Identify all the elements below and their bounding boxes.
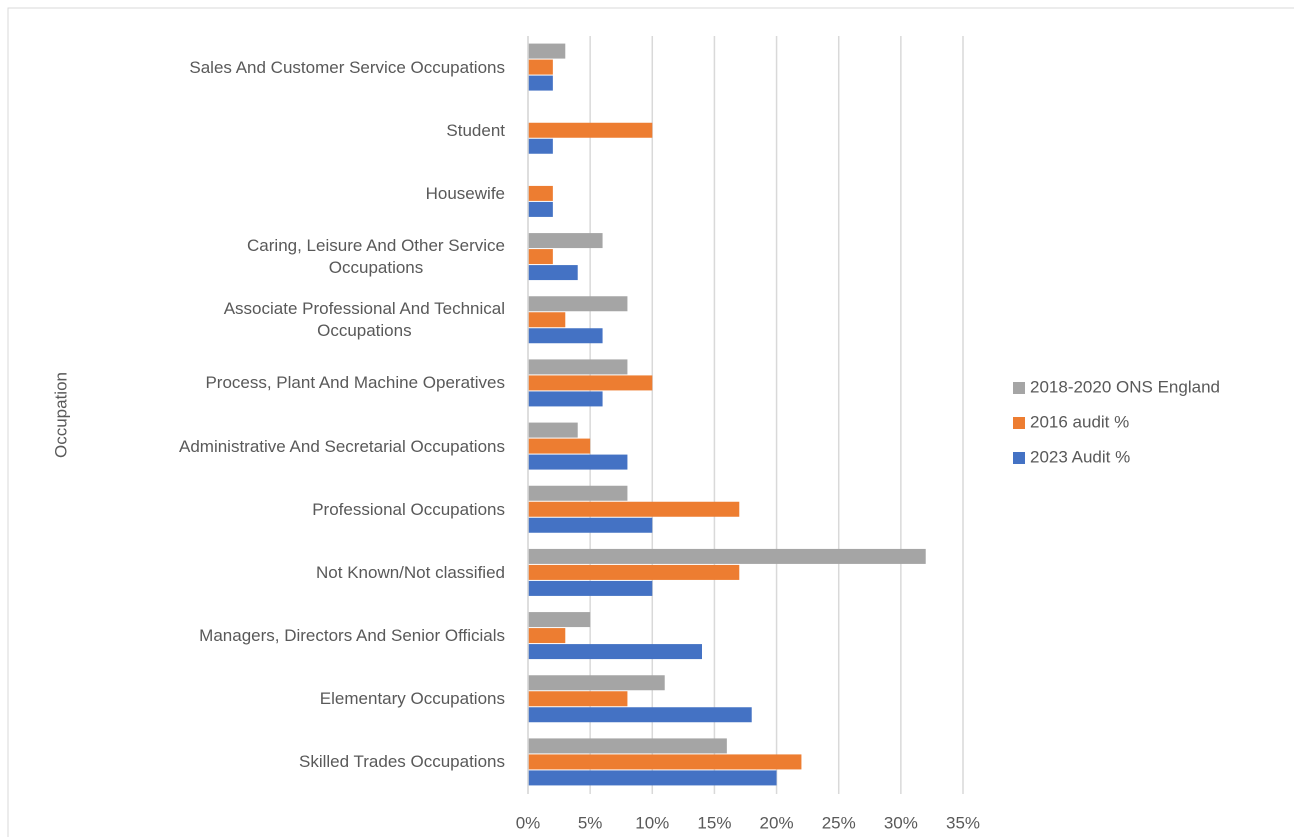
y-tick-label: Student (446, 120, 505, 140)
y-tick-label: Managers, Directors And Senior Officials (199, 626, 505, 646)
y-tick-label-box: Professional Occupations (35, 499, 505, 521)
legend-label: 2018-2020 ONS England (1030, 377, 1220, 396)
bar (528, 201, 553, 217)
bar (528, 296, 628, 312)
legend-swatch (1013, 452, 1025, 464)
y-tick-label-box: Managers, Directors And Senior Officials (35, 625, 505, 647)
bar (528, 391, 603, 407)
x-tick-label: 5% (578, 813, 603, 832)
y-tick-label: Process, Plant And Machine Operatives (205, 373, 505, 393)
legend-label: 2016 audit % (1030, 412, 1129, 431)
x-tick-label: 0% (516, 813, 541, 832)
bar (528, 628, 566, 644)
y-tick-label-box: Caring, Leisure And Other Service Occupa… (35, 235, 505, 279)
bar (528, 359, 628, 375)
bar (528, 185, 553, 201)
y-tick-label: Elementary Occupations (319, 689, 505, 709)
y-tick-label-box: Process, Plant And Machine Operatives (35, 372, 505, 394)
bar (528, 517, 653, 533)
bar (528, 644, 702, 660)
bar (528, 564, 740, 580)
bar (528, 312, 566, 328)
y-tick-label-box: Student (35, 120, 505, 142)
bar (528, 501, 740, 517)
y-tick-label: Administrative And Secretarial Occupatio… (179, 436, 505, 456)
bar (528, 580, 653, 596)
legend-label: 2023 Audit % (1030, 447, 1130, 466)
bar (528, 691, 628, 707)
bar (528, 138, 553, 154)
bar (528, 675, 665, 691)
bar (528, 454, 628, 470)
x-tick-label: 10% (635, 813, 669, 832)
bar (528, 249, 553, 265)
bar (528, 612, 591, 628)
bar (528, 738, 727, 754)
legend-swatch (1013, 417, 1025, 429)
bar (528, 375, 653, 391)
bar (528, 438, 591, 454)
chart-frame (7, 7, 1294, 837)
x-tick-label: 25% (822, 813, 856, 832)
y-tick-label-box: Not Known/Not classified (35, 562, 505, 584)
bar (528, 754, 802, 770)
y-tick-label: Housewife (425, 183, 505, 203)
bar (528, 770, 777, 786)
x-tick-label: 35% (946, 813, 980, 832)
legend-swatch (1013, 382, 1025, 394)
bar (528, 422, 578, 438)
y-tick-label: Skilled Trades Occupations (299, 752, 505, 772)
y-tick-label: Caring, Leisure And Other Service Occupa… (247, 235, 505, 278)
bar (528, 75, 553, 91)
bar (528, 707, 752, 723)
bar (528, 59, 553, 75)
bar (528, 548, 926, 564)
y-tick-label: Associate Professional And Technical Occ… (223, 299, 505, 341)
y-tick-label-box: Sales And Customer Service Occupations (35, 57, 505, 79)
y-tick-label-box: Elementary Occupations (35, 688, 505, 710)
bar (528, 122, 653, 138)
y-tick-label: Sales And Customer Service Occupations (189, 57, 505, 77)
bar (528, 265, 578, 281)
y-tick-label: Professional Occupations (312, 499, 505, 519)
bar (528, 328, 603, 344)
y-axis-title: Occupation (51, 372, 70, 458)
y-tick-label-box: Skilled Trades Occupations (35, 751, 505, 773)
bar (528, 43, 566, 59)
x-tick-label: 15% (697, 813, 731, 832)
y-tick-label-box: Administrative And Secretarial Occupatio… (35, 436, 505, 458)
x-tick-label: 30% (884, 813, 918, 832)
bar (528, 233, 603, 249)
y-tick-label-box: Housewife (35, 183, 505, 205)
y-tick-label-box: Associate Professional And Technical Occ… (35, 298, 505, 342)
y-tick-label: Not Known/Not classified (316, 562, 505, 582)
x-tick-label: 20% (760, 813, 794, 832)
bar (528, 485, 628, 501)
